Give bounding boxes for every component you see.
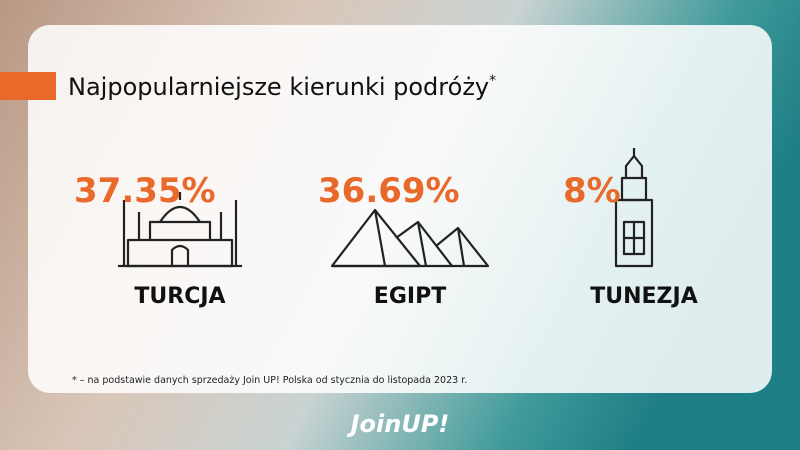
title: Najpopularniejsze kierunki podróży* — [68, 73, 496, 101]
percent-value: 8% — [563, 171, 621, 211]
panel — [28, 25, 772, 393]
destination-label: TURCJA — [134, 284, 225, 309]
destination-label: EGIPT — [374, 284, 446, 309]
icon-mosque — [118, 192, 242, 268]
percent-value: 37.35% — [74, 171, 216, 211]
percent-value: 36.69% — [318, 171, 460, 211]
accent-bar — [0, 72, 56, 100]
destination-label: TUNEZJA — [590, 284, 697, 309]
logo[interactable]: JoinUP! — [347, 410, 450, 438]
footnote: * – na podstawie danych sprzedaży Join U… — [72, 375, 467, 386]
icon-minaret — [614, 148, 654, 268]
icon-pyramids — [330, 208, 490, 268]
